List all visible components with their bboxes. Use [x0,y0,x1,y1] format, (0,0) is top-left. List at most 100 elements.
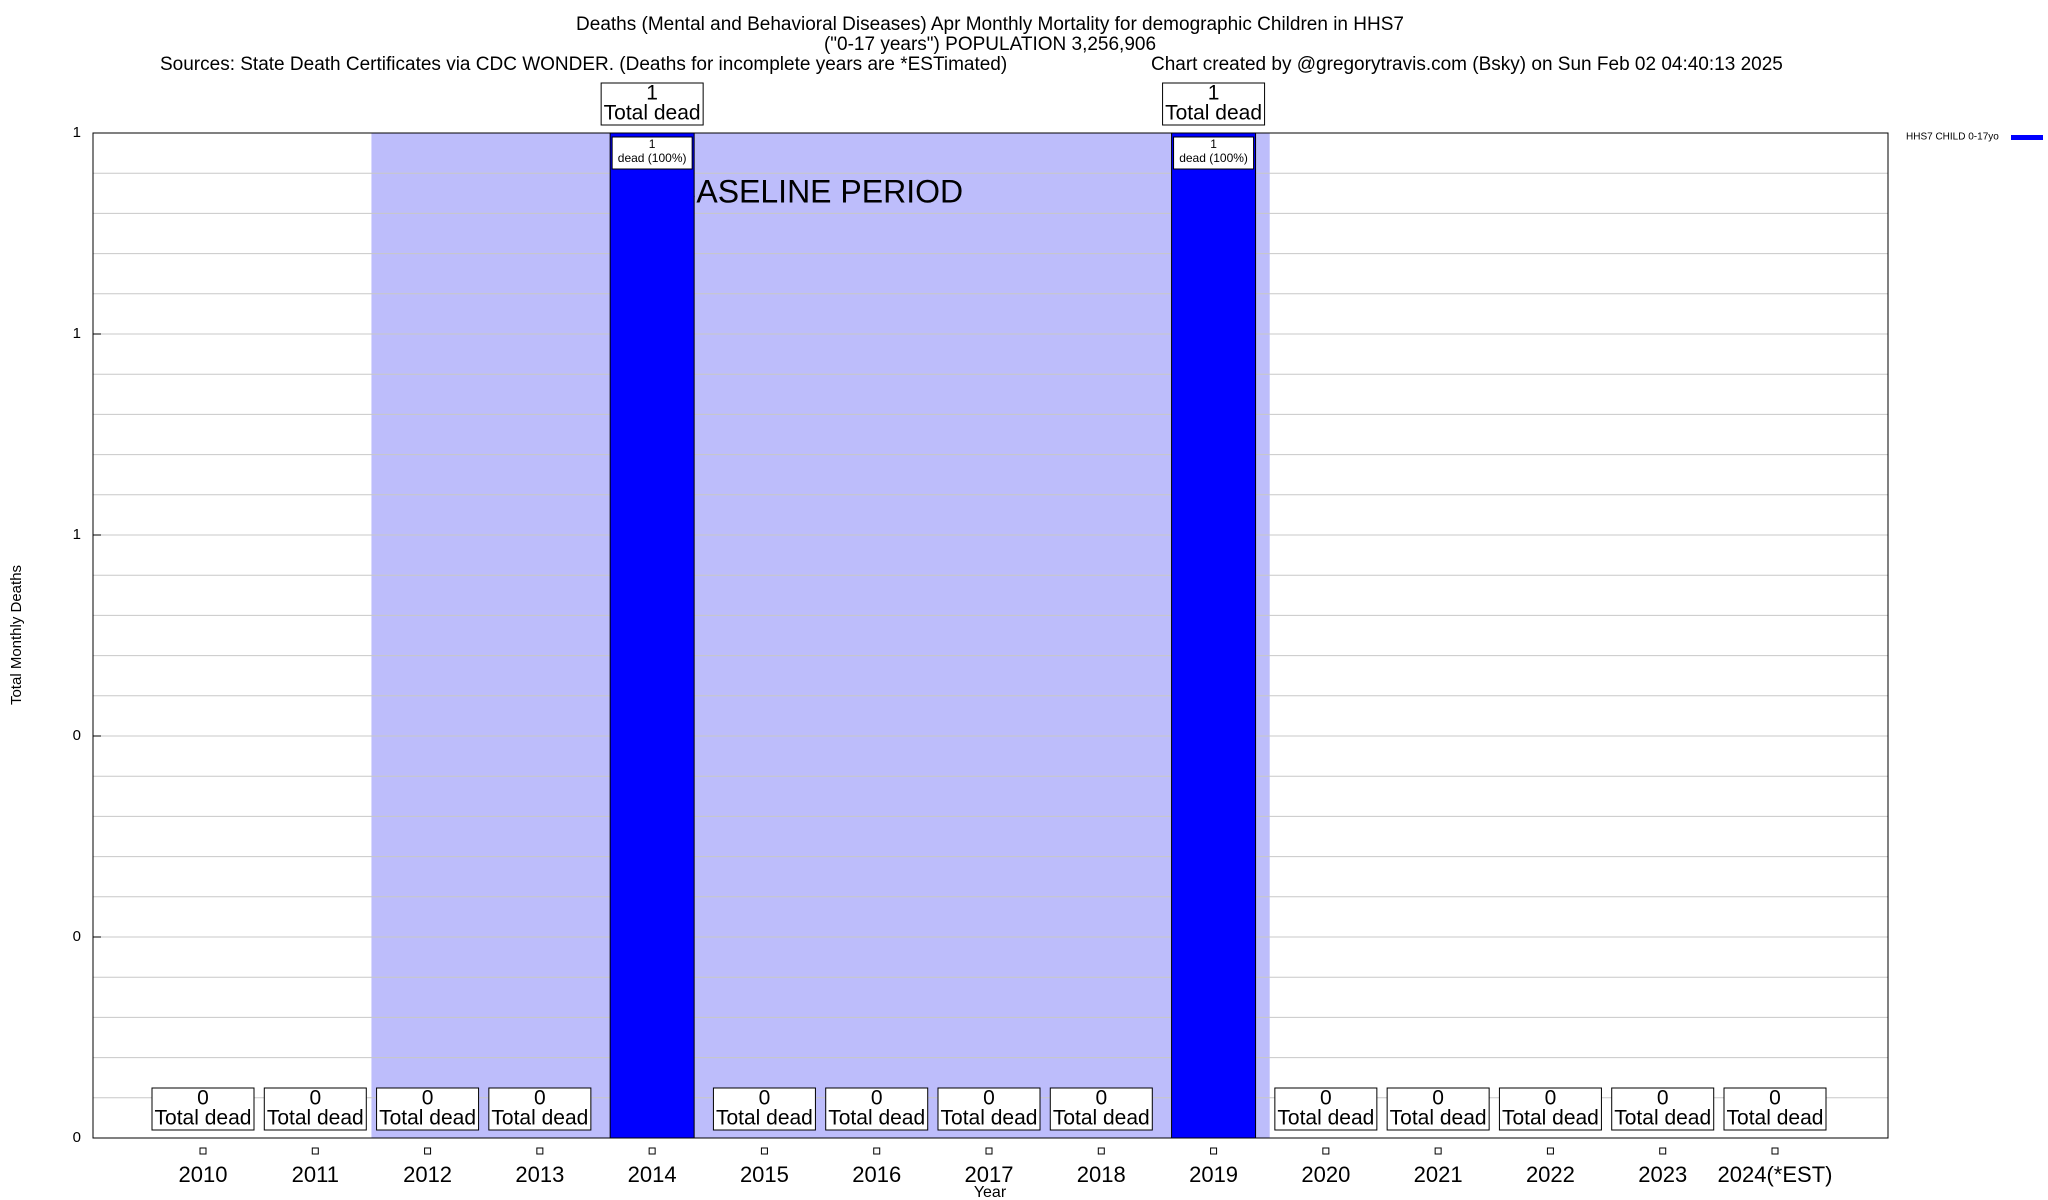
total-label: Total dead [828,1107,925,1130]
x-tick-label: 2010 [179,1162,228,1187]
point-marker [536,1147,544,1155]
x-tick-label: 2024(*EST) [1718,1162,1833,1187]
inner-label-box [1173,136,1255,170]
y-tick-label: 0 [73,727,81,744]
inner-label-box [611,136,693,170]
legend-swatch [2011,135,2043,140]
point-marker [199,1147,207,1155]
x-tick-label: 2014 [628,1162,677,1187]
total-label: Total dead [604,102,701,125]
chart-source: Sources: State Death Certificates via CD… [160,54,1007,75]
point-marker [1210,1147,1218,1155]
value-label: 0 [1769,1087,1781,1110]
value-label-box [712,1087,816,1131]
total-label: Total dead [941,1107,1038,1130]
value-label: 1 [1208,82,1220,105]
total-label: Total dead [1727,1107,1824,1130]
value-label: 0 [197,1087,209,1110]
point-marker [873,1147,881,1155]
x-tick-label: 2015 [740,1162,789,1187]
chart-credit: Chart created by @gregorytravis.com (Bsk… [1151,54,1783,75]
point-marker [1097,1147,1105,1155]
value-label: 0 [309,1087,321,1110]
x-tick-label: 2020 [1301,1162,1350,1187]
total-label: Total dead [1277,1107,1374,1130]
y-tick-label: 0 [73,1129,81,1146]
point-marker [424,1147,432,1155]
y-axis-label: Total Monthly Deaths [8,565,25,705]
point-marker [1546,1147,1554,1155]
shaded-region [371,133,1270,1138]
value-label: 0 [983,1087,995,1110]
inner-value-label: 1 [1210,137,1217,151]
total-label: Total dead [1502,1107,1599,1130]
point-marker [985,1147,993,1155]
value-label: 0 [1657,1087,1669,1110]
value-label-box [1049,1087,1153,1131]
x-tick-label: 2016 [852,1162,901,1187]
x-tick-label: 2012 [403,1162,452,1187]
point-marker [1434,1147,1442,1155]
total-label: Total dead [267,1107,364,1130]
total-label: Total dead [155,1107,252,1130]
x-tick-label: 2011 [292,1162,339,1187]
value-label-box [825,1087,929,1131]
point-marker [1659,1147,1667,1155]
value-label: 0 [1095,1087,1107,1110]
total-label: Total dead [491,1107,588,1130]
point-marker [648,1147,656,1155]
value-label-box [937,1087,1041,1131]
value-label: 1 [646,82,658,105]
inner-label: dead (100%) [1179,151,1248,165]
value-label-box [376,1087,480,1131]
bar [609,132,695,1139]
value-label: 0 [422,1087,434,1110]
inner-label: dead (100%) [618,151,687,165]
point-marker [760,1147,768,1155]
bar [1171,132,1257,1139]
value-label: 0 [871,1087,883,1110]
y-tick-label: 1 [73,124,81,141]
value-label: 0 [759,1087,771,1110]
shaded-region-label: BASELINE PERIOD [675,173,963,209]
value-label-box [488,1087,592,1131]
point-marker [1771,1147,1779,1155]
x-tick-label: 2021 [1414,1162,1463,1187]
chart-title: Deaths (Mental and Behavioral Diseases) … [576,14,1404,35]
plot-frame [92,132,1889,1139]
value-label-box [1386,1087,1490,1131]
total-label: Total dead [1165,102,1262,125]
total-label: Total dead [1390,1107,1487,1130]
total-label: Total dead [1053,1107,1150,1130]
x-tick-label: 2023 [1638,1162,1687,1187]
x-tick-label: 2018 [1077,1162,1126,1187]
value-label-box [600,82,704,126]
value-label-box [1498,1087,1602,1131]
total-label: Total dead [1614,1107,1711,1130]
point-marker [311,1147,319,1155]
inner-value-label: 1 [649,137,656,151]
x-tick-label: 2017 [965,1162,1014,1187]
value-label-box [263,1087,367,1131]
chart-subtitle: ("0-17 years") POPULATION 3,256,906 [824,34,1156,55]
value-label: 0 [534,1087,546,1110]
x-tick-label: 2019 [1189,1162,1238,1187]
value-label-box [151,1087,255,1131]
value-label-box [1162,82,1266,126]
value-label-box [1723,1087,1827,1131]
y-tick-label: 1 [73,325,81,342]
x-axis-label: Year [974,1184,1007,1200]
legend-label: HHS7 CHILD 0-17yo [1906,132,1999,143]
value-label: 0 [1432,1087,1444,1110]
total-label: Total dead [379,1107,476,1130]
x-tick-label: 2022 [1526,1162,1575,1187]
value-label: 0 [1320,1087,1332,1110]
value-label: 0 [1545,1087,1557,1110]
x-tick-label: 2013 [515,1162,564,1187]
y-tick-label: 1 [73,526,81,543]
value-label-box [1274,1087,1378,1131]
point-marker [1322,1147,1330,1155]
total-label: Total dead [716,1107,813,1130]
value-label-box [1611,1087,1715,1131]
